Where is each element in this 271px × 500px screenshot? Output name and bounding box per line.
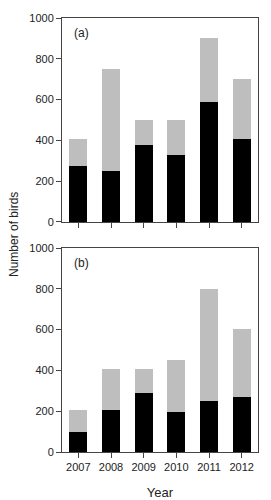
svg-text:1000: 1000	[29, 12, 53, 24]
svg-text:1000: 1000	[29, 242, 53, 254]
svg-text:0: 0	[48, 216, 54, 228]
svg-text:Year: Year	[147, 485, 174, 500]
svg-text:Number of birds: Number of birds	[7, 192, 21, 277]
svg-text:2012: 2012	[229, 461, 253, 473]
svg-text:400: 400	[35, 364, 53, 376]
svg-text:2007: 2007	[66, 461, 90, 473]
svg-text:800: 800	[35, 53, 53, 65]
svg-text:800: 800	[35, 283, 53, 295]
svg-text:200: 200	[35, 175, 53, 187]
svg-text:0: 0	[48, 446, 54, 458]
svg-text:(b): (b)	[74, 256, 89, 270]
svg-text:2011: 2011	[197, 461, 221, 473]
svg-text:600: 600	[35, 93, 53, 105]
svg-text:2008: 2008	[99, 461, 123, 473]
svg-text:600: 600	[35, 323, 53, 335]
svg-text:200: 200	[35, 405, 53, 417]
svg-text:2009: 2009	[131, 461, 155, 473]
svg-text:400: 400	[35, 134, 53, 146]
svg-text:(a): (a)	[74, 26, 89, 40]
svg-text:2010: 2010	[164, 461, 188, 473]
